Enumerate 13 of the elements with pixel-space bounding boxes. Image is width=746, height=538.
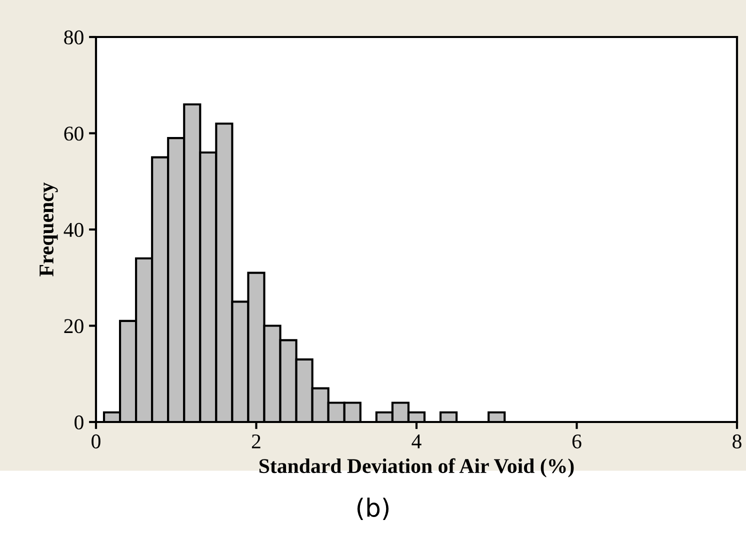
y-tick-label: 20	[64, 319, 84, 334]
x-tick-label: 2	[252, 434, 260, 448]
y-tick-label: 80	[64, 30, 84, 44]
x-tick-label: 8	[732, 434, 742, 448]
x-tick-label: 6	[572, 434, 582, 448]
y-tick-label: 60	[64, 126, 84, 141]
x-tick-label: 0	[92, 434, 100, 448]
y-tick-label: 40	[64, 222, 84, 237]
y-tick-label: 0	[74, 415, 84, 430]
x-tick-label: 4	[412, 434, 422, 448]
x-axis-title: Standard Deviation of Air Void (%)	[259, 458, 574, 478]
y-axis-title: Frequency	[40, 182, 58, 276]
text: (b)	[357, 498, 389, 520]
